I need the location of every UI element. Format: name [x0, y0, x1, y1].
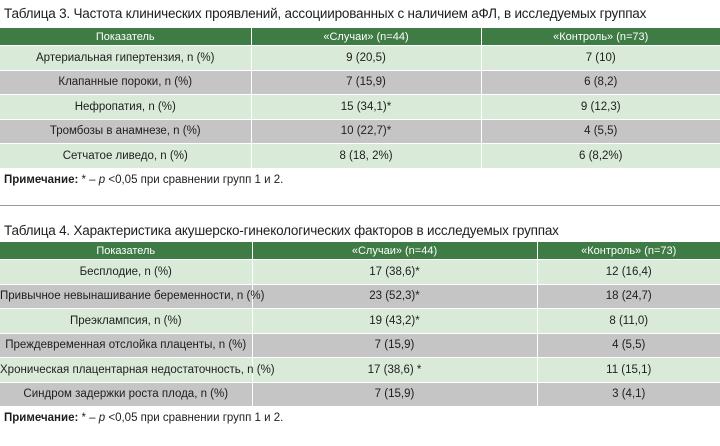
note-rest: <0,05 при сравнении групп 1 и 2.: [105, 412, 284, 424]
row-cases-value: 17 (38,6)*: [251, 259, 537, 284]
row-cases-value: 19 (43,2)*: [251, 308, 537, 333]
note-p: p: [98, 173, 106, 186]
row-cases-value: 8 (18, 2%): [250, 143, 481, 168]
row-indicator: Привычное невынашивание беременности, n …: [0, 283, 264, 309]
row-cases-value: 10 (22,7)*: [250, 118, 481, 144]
row-control-value: 8 (11,0): [536, 308, 720, 333]
row-cases-value: 23 (52,3)*: [251, 283, 537, 309]
table-row: Бесплодие, n (%) 17 (38,6)* 12 (16,4): [0, 259, 720, 284]
row-cases-value: 7 (15,9): [250, 69, 481, 95]
table4-note: Примечание: * – p <0,05 при сравнении гр…: [0, 406, 720, 430]
table-row: Клапанные пороки, n (%) 7 (15,9) 6 (8,2): [0, 69, 720, 95]
row-control-value: 3 (4,1): [536, 381, 720, 406]
table-row: Артериальная гипертензия, n (%) 9 (20,5)…: [0, 45, 720, 70]
row-cases-value: 17 (38,6) *: [251, 357, 537, 382]
row-cases-value: 7 (15,9): [251, 332, 537, 358]
row-control-value: 4 (5,5): [480, 118, 720, 144]
row-indicator: Хроническая плацентарная недостаточность…: [0, 357, 275, 382]
table3-block: Таблица 3. Частота клинических проявлени…: [0, 0, 720, 192]
table4-block: Таблица 4. Характеристика акушерско-гине…: [0, 216, 720, 430]
row-control-value: 9 (12,3): [480, 94, 720, 119]
note-rest: <0,05 при сравнении групп 1 и 2.: [105, 173, 284, 186]
table-row: Тромбозы в анамнезе, n (%) 10 (22,7)* 4 …: [0, 118, 720, 144]
row-control-value: 11 (15,1): [536, 357, 720, 382]
table-row: Преэклампсия, n (%) 19 (43,2)* 8 (11,0): [0, 308, 720, 333]
table4: Показатель «Случаи» (n=44) «Контроль» (n…: [0, 242, 720, 406]
row-indicator: Синдром задержки роста плода, n (%): [0, 381, 252, 406]
row-cases-value: 9 (20,5): [250, 45, 481, 70]
row-indicator: Преждевременная отслойка плаценты, n (%): [0, 332, 252, 358]
row-cases-value: 7 (15,9): [251, 381, 537, 406]
note-label: Примечание:: [4, 173, 79, 186]
table3-header-indicator: Показатель: [0, 28, 251, 46]
table3-header-row: Показатель «Случаи» (n=44) «Контроль» (n…: [0, 28, 720, 46]
table3-header-control: «Контроль» (n=73): [480, 28, 720, 46]
note-text: * –: [78, 173, 99, 186]
row-control-value: 7 (10): [480, 45, 720, 70]
table3-title: Таблица 3. Частота клинических проявлени…: [4, 6, 647, 21]
table4-header-indicator: Показатель: [0, 242, 252, 260]
table-row: Хроническая плацентарная недостаточность…: [0, 357, 720, 382]
row-control-value: 18 (24,7): [536, 283, 720, 309]
table4-header-control: «Контроль» (n=73): [536, 242, 720, 260]
row-indicator: Преэклампсия, n (%): [0, 308, 252, 333]
row-indicator: Бесплодие, n (%): [0, 259, 252, 284]
row-indicator: Клапанные пороки, n (%): [0, 69, 251, 95]
table-row: Сетчатое ливедо, n (%) 8 (18, 2%) 6 (8,2…: [0, 143, 720, 168]
row-control-value: 12 (16,4): [536, 259, 720, 284]
row-indicator: Артериальная гипертензия, n (%): [0, 45, 251, 70]
row-control-value: 6 (8,2): [480, 69, 720, 95]
table4-title: Таблица 4. Характеристика акушерско-гине…: [4, 223, 559, 238]
row-indicator: Тромбозы в анамнезе, n (%): [0, 118, 251, 144]
note-p: p: [98, 412, 106, 424]
table4-header-row: Показатель «Случаи» (n=44) «Контроль» (n…: [0, 242, 720, 260]
note-text: * –: [78, 412, 99, 424]
table3-note: Примечание: * – p <0,05 при сравнении гр…: [0, 168, 720, 192]
row-indicator: Нефропатия, n (%): [0, 94, 251, 119]
note-label: Примечание:: [4, 412, 79, 424]
table3: Показатель «Случаи» (n=44) «Контроль» (n…: [0, 28, 720, 168]
row-control-value: 6 (8,2%): [480, 143, 720, 168]
table-row: Нефропатия, n (%) 15 (34,1)* 9 (12,3): [0, 94, 720, 119]
table-row: Преждевременная отслойка плаценты, n (%)…: [0, 332, 720, 358]
table4-header-cases: «Случаи» (n=44): [251, 242, 537, 260]
table-row: Синдром задержки роста плода, n (%) 7 (1…: [0, 381, 720, 406]
row-indicator: Сетчатое ливедо, n (%): [0, 143, 251, 168]
table3-header-cases: «Случаи» (n=44): [250, 28, 481, 46]
row-control-value: 4 (5,5): [536, 332, 720, 358]
divider-rule: [0, 205, 720, 206]
table-row: Привычное невынашивание беременности, n …: [0, 283, 720, 309]
row-cases-value: 15 (34,1)*: [250, 94, 481, 119]
